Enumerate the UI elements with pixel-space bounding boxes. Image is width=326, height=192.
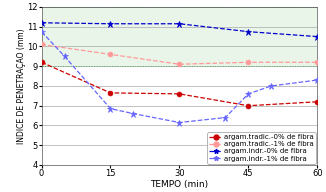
X-axis label: TEMPO (min): TEMPO (min): [150, 180, 208, 189]
Y-axis label: INDICE DE PENETRAÇAO (mm): INDICE DE PENETRAÇAO (mm): [17, 28, 25, 144]
Bar: [42, 7, 317, 66]
Legend: argam.tradic.-0% de fibra, argam.tradic.-1% de fibra, argam.indr.-0% de fibra, a: argam.tradic.-0% de fibra, argam.tradic.…: [207, 132, 316, 164]
